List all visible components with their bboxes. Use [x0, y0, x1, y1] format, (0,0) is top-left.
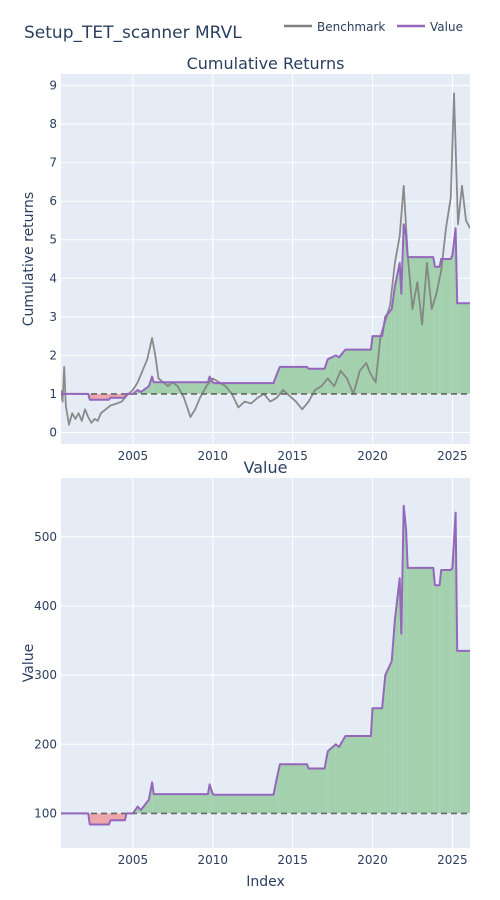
gain-area — [307, 764, 309, 814]
gain-area — [327, 355, 336, 394]
y-axis-label: Value — [21, 644, 37, 682]
gain-area — [439, 570, 442, 814]
legend-label-benchmark: Benchmark — [317, 20, 385, 34]
x-tick-label: 2005 — [118, 449, 149, 463]
legend-item-benchmark[interactable]: Benchmark — [284, 20, 385, 34]
gain-area — [407, 257, 434, 394]
y-tick-label: 9 — [49, 79, 57, 93]
figure-title: Setup_TET_scanner MRVL — [24, 23, 242, 43]
gain-area — [441, 570, 451, 814]
y-tick-label: 7 — [49, 156, 57, 170]
gain-area — [434, 266, 440, 394]
gain-area — [452, 228, 456, 394]
legend-label-value: Value — [430, 20, 463, 34]
x-tick-label: 2015 — [277, 853, 308, 867]
gain-area — [372, 708, 383, 814]
gain-area — [391, 286, 395, 394]
x-tick-label: 2020 — [357, 449, 388, 463]
gain-area — [308, 368, 325, 394]
gain-area — [382, 675, 386, 814]
plot-content — [61, 504, 470, 826]
gain-area — [307, 366, 309, 394]
gain-area — [335, 355, 339, 394]
gain-area — [370, 336, 373, 394]
series-line-value — [61, 504, 470, 826]
gain-area — [339, 736, 346, 814]
y-tick-label: 8 — [49, 117, 57, 131]
gain-area — [403, 224, 407, 394]
gain-area — [441, 259, 451, 394]
x-tick-label: 2015 — [277, 449, 308, 463]
gain-area — [212, 794, 215, 814]
gain-area — [457, 650, 470, 814]
plot-content — [61, 92, 470, 426]
y-tick-label: 200 — [34, 737, 57, 751]
y-tick-label: 1 — [49, 387, 57, 401]
gain-area — [209, 784, 213, 814]
y-tick-label: 5 — [49, 233, 57, 247]
y-tick-label: 500 — [34, 530, 57, 544]
series-line-benchmark — [61, 92, 470, 426]
x-tick-label: 2025 — [437, 449, 468, 463]
gain-area — [394, 578, 400, 814]
x-tick-label: 2025 — [437, 853, 468, 867]
value-panel: 100 200 300 400 500 2005 2010 2015 2020 2025 Value… — [21, 458, 470, 890]
loss-area — [89, 393, 109, 400]
gain-area — [153, 794, 208, 814]
y-axis-label: Cumulative returns — [21, 192, 37, 326]
gain-area — [385, 661, 392, 814]
gain-area — [335, 744, 339, 814]
gain-area — [452, 512, 456, 814]
gain-area — [433, 257, 435, 394]
gain-area — [407, 567, 434, 814]
y-tick-label: 2 — [49, 348, 57, 362]
y-tick-label: 4 — [49, 271, 57, 285]
gain-area — [214, 794, 274, 814]
y-tick-label: 0 — [49, 425, 57, 439]
gain-area — [406, 235, 408, 394]
gain-area — [439, 259, 442, 394]
series-line-value — [61, 223, 470, 401]
gain-area — [345, 349, 371, 394]
gain-area — [399, 578, 402, 814]
x-tick-label: 2005 — [118, 853, 149, 867]
loss-area — [110, 813, 125, 821]
legend: Benchmark Value — [284, 20, 463, 34]
gain-area — [434, 585, 440, 814]
y-tick-label: 6 — [49, 194, 57, 208]
panel-title: Value — [244, 458, 288, 477]
gain-area — [406, 529, 408, 814]
y-tick-label: 100 — [34, 806, 57, 820]
gain-area — [450, 567, 453, 814]
x-tick-label: 2010 — [198, 449, 229, 463]
gain-area — [279, 366, 307, 394]
gain-area — [212, 382, 215, 394]
x-tick-label: 2010 — [198, 853, 229, 867]
y-tick-label: 400 — [34, 599, 57, 613]
gain-area — [457, 303, 470, 394]
panel-title: Cumulative Returns — [187, 54, 345, 73]
gain-area — [279, 764, 307, 814]
y-tick-label: 3 — [49, 310, 57, 324]
gain-area — [308, 768, 325, 814]
y-tick-label: 300 — [34, 668, 57, 682]
gain-area — [450, 255, 453, 394]
loss-area — [89, 813, 109, 825]
gain-area — [433, 567, 435, 814]
gain-area — [399, 262, 402, 394]
gain-area — [394, 262, 400, 394]
legend-item-value[interactable]: Value — [397, 20, 463, 34]
gain-area — [345, 736, 371, 814]
gain-area — [391, 619, 395, 814]
gain-area — [327, 744, 336, 814]
gain-area — [385, 309, 392, 394]
x-tick-label: 2020 — [357, 853, 388, 867]
gain-area — [403, 505, 407, 814]
cumulative-returns-panel: 0 1 2 3 4 5 6 7 8 9 2005 2010 2015 2020 2025 Cumulative… — [21, 54, 470, 463]
x-axis-label: Index — [246, 874, 285, 890]
